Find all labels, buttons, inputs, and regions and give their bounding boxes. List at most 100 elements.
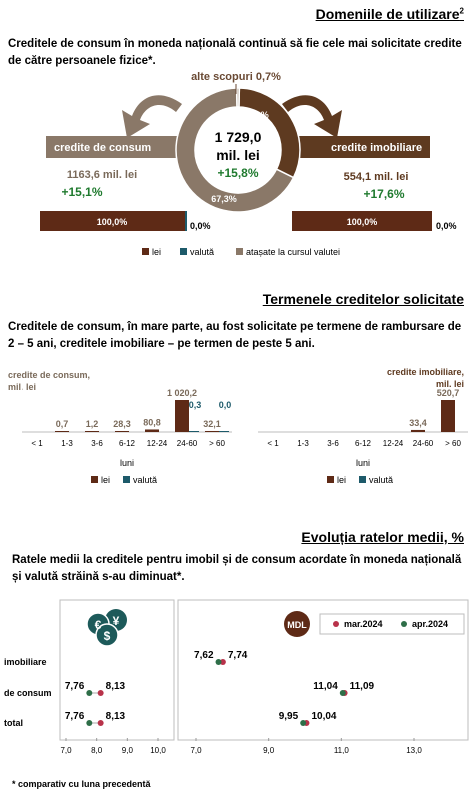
consum-bar-lei (40, 211, 185, 231)
section3-title: Evoluția ratelor medii, % (301, 529, 464, 545)
arrow-to-consum (122, 95, 182, 138)
consum-legend-lei: lei (101, 475, 110, 485)
donut-slice-2 (235, 87, 241, 108)
imob-tick-label: 24-60 (413, 439, 434, 448)
imob-axis-label-line2: mil. lei (435, 379, 464, 389)
mdl-tick-label: 11,0 (334, 746, 350, 755)
imobiliare-label-box (290, 136, 430, 158)
imob-legend-lei: lei (337, 475, 346, 485)
section1-intro: Creditele de consum în moneda națională … (8, 38, 462, 67)
section3-intro: Ratele medii la creditele pentru imobil … (12, 554, 462, 583)
footnote: * comparativ cu luna precedentă (12, 779, 151, 789)
legend1-atasate: atașate la cursul valutei (246, 247, 340, 257)
imob-tick-label: 3-6 (327, 439, 339, 448)
legend-mar-marker (333, 621, 339, 627)
consum-bar-lei (175, 400, 189, 432)
imob-legend-valuta-swatch (359, 476, 366, 483)
imob-bar-lei-label: 33,4 (409, 418, 427, 428)
consum-legend-valuta-swatch (123, 476, 130, 483)
consum-amount: 1163,6 mil. lei (67, 169, 137, 181)
rate-row-label: de consum (4, 688, 52, 698)
consum-xlabel: luni (120, 458, 134, 468)
mdl-dot-apr (339, 690, 346, 696)
imob-tick-label: 6-12 (355, 439, 372, 448)
consum-label-box (46, 136, 188, 158)
mdl-tick-label: 13,0 (406, 746, 422, 755)
valuta-tick-label: 8,0 (91, 746, 103, 755)
legend1-valuta: valută (190, 247, 214, 257)
mdl-value-high: 10,04 (311, 711, 336, 722)
terms-charts: < 1 1-3 0,7 3-6 1,2 6-12 28,3 12-24 80,8 24-60 1 0… (21, 380, 468, 485)
section1-title: Domeniile de utilizare2 (315, 6, 464, 22)
imob-tick-label: > 60 (445, 439, 461, 448)
consum-bar-lei-label: 32,1 (203, 419, 221, 429)
svg-text:$: $ (104, 629, 111, 643)
imobiliare-bar-valuta-label: 0,0% (436, 221, 457, 231)
consum-bar-valuta-label: 0,3 (189, 400, 202, 410)
donut-center-unit: mil. lei (216, 147, 260, 163)
imob-tick-label: 12-24 (383, 439, 404, 448)
arrow-to-imobiliare (282, 95, 342, 138)
imob-tick-label: 1-3 (297, 439, 309, 448)
legend1-lei-swatch (142, 248, 149, 255)
imob-legend-lei-swatch (327, 476, 334, 483)
rates-charts: ¥ € $ MDL mar.2024 apr.2024 imobiliare de… (4, 599, 469, 755)
legend1-atasate-swatch (236, 248, 243, 255)
donut-hole (196, 108, 280, 192)
mdl-dot-apr (215, 659, 222, 665)
legend-apr-marker (401, 621, 407, 627)
consum-bar-lei-label: 1 020,2 (167, 388, 197, 398)
imob-axis-label-line1: credite imobiliare, (386, 367, 464, 377)
consum-bar-lei-label: 28,3 (113, 419, 131, 429)
donut-slice-1 (175, 87, 295, 213)
consum-bar-valuta-label: 0,0% (190, 221, 211, 231)
imob-legend-valuta: valută (369, 475, 393, 485)
consum-tick-label: 24-60 (177, 439, 198, 448)
mdl-dot-apr (300, 720, 307, 726)
valuta-dot-apr (86, 720, 93, 726)
valuta-tick-label: 9,0 (122, 746, 134, 755)
domains-graphic: credite de consum credite imobiliare 1 7… (40, 71, 457, 257)
consum-bar-lei (55, 431, 69, 432)
valuta-dot-mar (97, 720, 104, 726)
imobiliare-amount: 554,1 mil. lei (344, 171, 409, 183)
valuta-value-low: 7,76 (65, 711, 85, 722)
imob-bar-lei-label: 520,7 (437, 388, 460, 398)
consum-tick-label: < 1 (31, 439, 43, 448)
mdl-value-high: 11,09 (350, 681, 375, 692)
consum-change: +15,1% (61, 185, 102, 199)
mdl-value-low: 11,04 (313, 681, 338, 692)
donut-slice-consum-label: 67,3% (211, 194, 237, 204)
consum-legend-lei-swatch (91, 476, 98, 483)
legend1-valuta-swatch (180, 248, 187, 255)
legend-apr: apr.2024 (412, 619, 448, 629)
consum-legend-valuta: valută (133, 475, 157, 485)
consum-bar-valuta-label: 0,0 (219, 400, 232, 410)
donut-slice-alte-label: alte scopuri 0,7% (191, 71, 281, 83)
consum-bar-lei (115, 431, 129, 432)
mdl-badge: MDL (284, 611, 310, 637)
svg-text:¥: ¥ (113, 614, 120, 628)
donut-slice-imobiliare-label: 32,0% (243, 110, 269, 120)
legend-mar: mar.2024 (344, 619, 383, 629)
consum-axis-label-line1: credite de consum, (8, 370, 91, 380)
consum-tick-label: 3-6 (91, 439, 103, 448)
consum-bar-valuta (185, 211, 187, 231)
mdl-value-high: 7,74 (228, 650, 248, 661)
consum-bar-lei-label: 80,8 (143, 417, 161, 427)
rate-row-label: total (4, 718, 23, 728)
imobiliare-label: credite imobiliare (331, 142, 422, 154)
consum-tick-label: 12-24 (147, 439, 168, 448)
legend1-lei: lei (152, 247, 161, 257)
imob-bar-lei (441, 400, 455, 432)
mdl-tick-label: 9,0 (263, 746, 275, 755)
section2-intro: Creditele de consum, în mare parte, au f… (8, 321, 462, 350)
consum-label: credite de consum (54, 142, 151, 154)
donut-chart (175, 87, 301, 213)
imob-axis-label: credite imobiliare, mil. lei (387, 366, 464, 390)
consum-bar-lei-label: 100,0% (97, 217, 128, 227)
mdl-dot-mar (219, 659, 226, 665)
imob-tick-label: < 1 (267, 439, 279, 448)
svg-text:€: € (95, 618, 102, 632)
valuta-tick-label: 7,0 (60, 746, 72, 755)
